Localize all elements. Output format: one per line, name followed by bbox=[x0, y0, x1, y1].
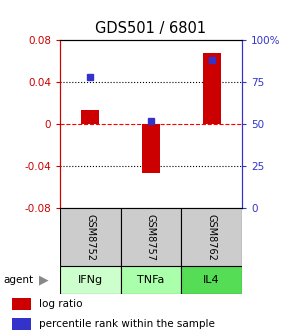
Bar bbox=[121, 266, 181, 294]
Bar bbox=[60, 266, 121, 294]
Text: GSM8752: GSM8752 bbox=[85, 213, 95, 260]
Bar bbox=[181, 266, 242, 294]
Text: TNFa: TNFa bbox=[137, 275, 165, 285]
Bar bbox=[142, 124, 160, 173]
Bar bbox=[181, 208, 242, 266]
Title: GDS501 / 6801: GDS501 / 6801 bbox=[95, 21, 206, 36]
Text: GSM8762: GSM8762 bbox=[207, 214, 217, 260]
Bar bbox=[121, 208, 181, 266]
Text: IFNg: IFNg bbox=[78, 275, 103, 285]
Bar bbox=[203, 53, 221, 124]
Bar bbox=[60, 208, 121, 266]
Bar bbox=[12, 319, 31, 330]
Text: IL4: IL4 bbox=[203, 275, 220, 285]
Bar bbox=[81, 110, 99, 124]
Bar bbox=[12, 298, 31, 310]
Text: GSM8757: GSM8757 bbox=[146, 213, 156, 260]
Text: ▶: ▶ bbox=[39, 274, 49, 287]
Text: agent: agent bbox=[3, 275, 33, 285]
Text: log ratio: log ratio bbox=[39, 299, 83, 309]
Text: percentile rank within the sample: percentile rank within the sample bbox=[39, 319, 215, 329]
